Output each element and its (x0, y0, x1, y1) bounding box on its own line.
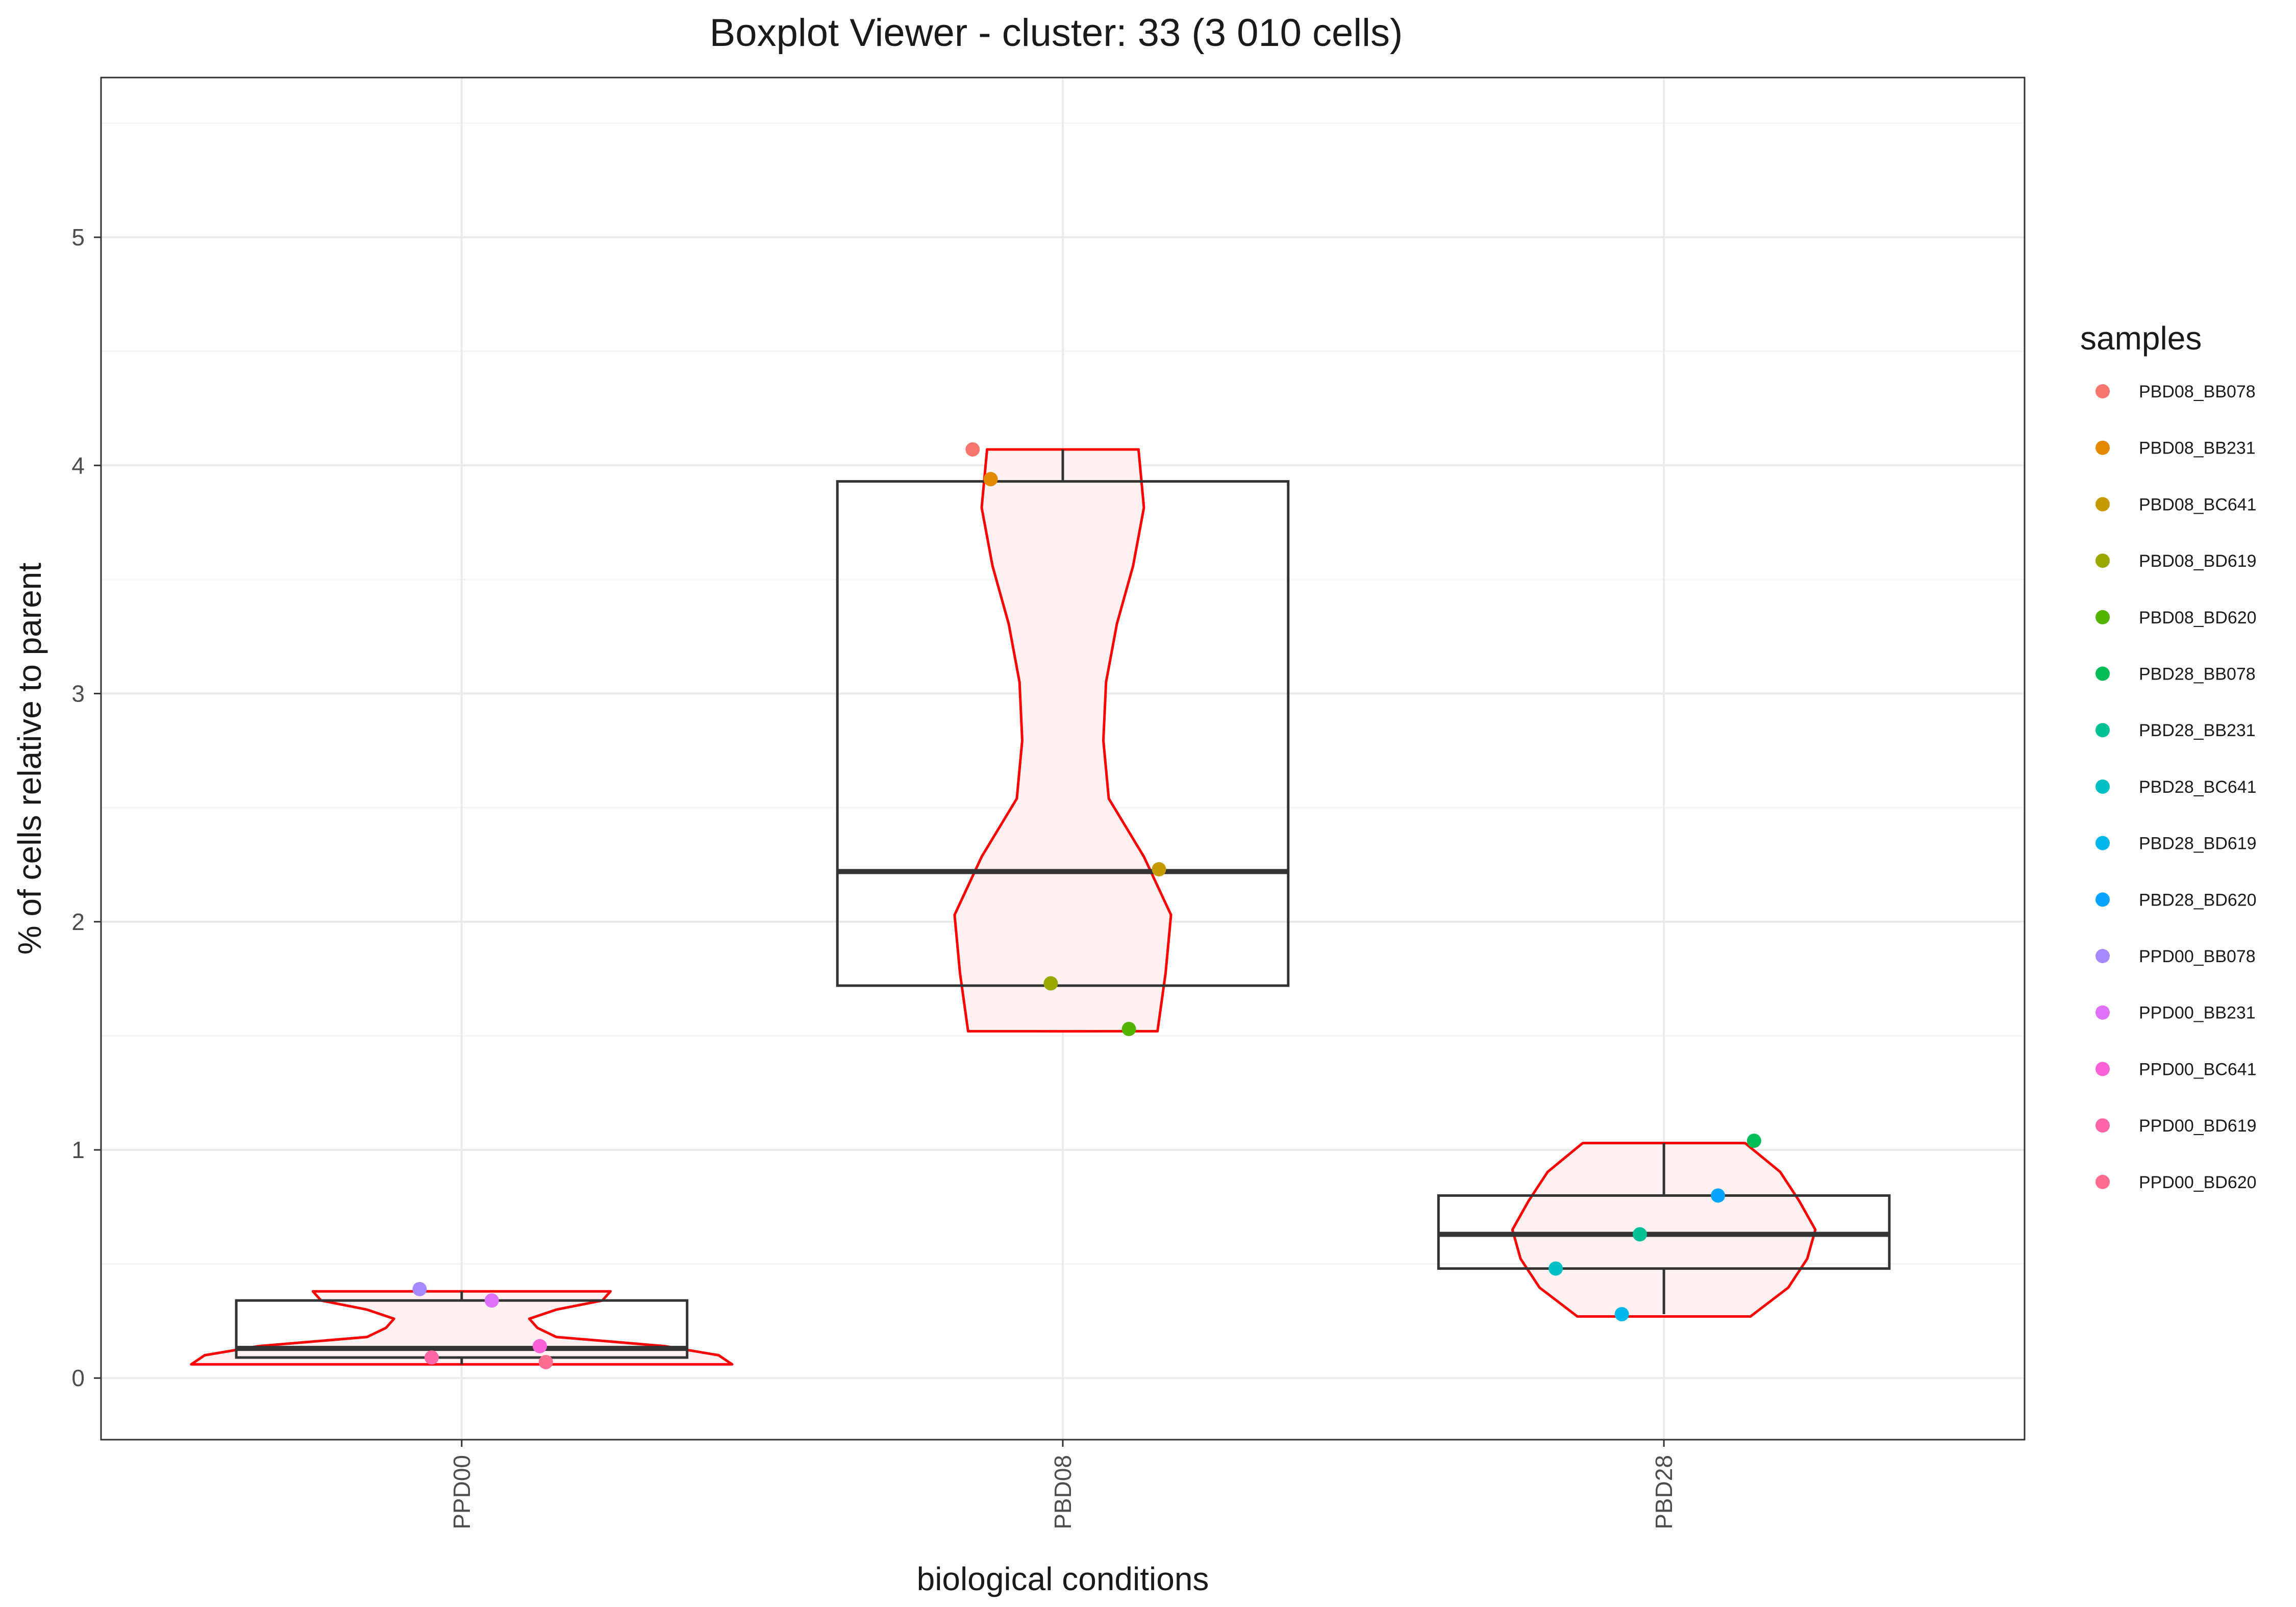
x-tick-label-PBD08: PBD08 (1050, 1455, 1076, 1529)
legend-label: PBD08_BD620 (2139, 608, 2257, 627)
point-PPD00_BD619 (424, 1350, 439, 1365)
legend-item: PPD00_BC641 (2095, 1060, 2257, 1079)
legend-key (2095, 666, 2110, 681)
legend-item: PBD08_BD619 (2095, 551, 2257, 571)
legend-label: PBD08_BB231 (2139, 439, 2256, 458)
box-PBD28 (1437, 1143, 1891, 1315)
y-axis-ticks: 0 1 2 3 4 5 (71, 224, 101, 1391)
legend-title: samples (2080, 320, 2202, 357)
y-tick-label: 0 (71, 1365, 85, 1391)
box-PBD08 (836, 449, 1290, 987)
legend-label: PPD00_BB078 (2139, 947, 2256, 966)
point-PBD08_BC641 (1152, 862, 1166, 876)
legend-key (2095, 892, 2110, 907)
legend-label: PBD28_BC641 (2139, 777, 2257, 797)
legend-item: PBD28_BD619 (2095, 834, 2257, 853)
legend-item: PPD00_BD620 (2095, 1173, 2257, 1192)
box-iqr (235, 1299, 689, 1359)
point-PPD00_BC641 (533, 1339, 547, 1353)
legend-key (2095, 1118, 2110, 1133)
legend-label: PBD08_BD619 (2139, 551, 2257, 571)
y-tick-label: 5 (71, 224, 85, 250)
x-tick-label-PBD28: PBD28 (1651, 1455, 1677, 1529)
y-tick-label: 1 (71, 1137, 85, 1163)
legend-item: PBD08_BB231 (2095, 439, 2256, 458)
legend-item: PPD00_BB078 (2095, 947, 2256, 966)
legend-item: PPD00_BD619 (2095, 1116, 2257, 1136)
x-axis-label: biological conditions (917, 1561, 1209, 1597)
point-PBD28_BC641 (1549, 1261, 1563, 1276)
point-PBD28_BD620 (1711, 1188, 1726, 1203)
legend-key (2095, 497, 2110, 512)
legend-item: PBD08_BC641 (2095, 495, 2257, 514)
chart-title: Boxplot Viewer - cluster: 33 (3 010 cell… (710, 11, 1403, 55)
legend-key (2095, 779, 2110, 794)
y-tick-label: 4 (71, 452, 85, 479)
legend-item: PBD28_BB078 (2095, 665, 2256, 684)
point-PBD28_BB078 (1746, 1134, 1761, 1148)
legend-label: PBD08_BC641 (2139, 495, 2257, 514)
box-iqr (836, 480, 1290, 987)
legend-label: PBD08_BB078 (2139, 382, 2256, 401)
box-layer (235, 449, 1891, 1365)
y-tick-label: 2 (71, 909, 85, 935)
legend-key (2095, 836, 2110, 850)
sample-points (412, 442, 1761, 1369)
x-axis-ticks: PPD00 PBD08 PBD28 (448, 1440, 1677, 1529)
legend-item: PBD28_BD620 (2095, 890, 2257, 910)
legend-label: PPD00_BB231 (2139, 1003, 2256, 1023)
legend-label: PPD00_BD620 (2139, 1173, 2257, 1192)
legend-item: PBD08_BD620 (2095, 608, 2257, 627)
legend-label: PBD28_BD619 (2139, 834, 2257, 853)
point-PPD00_BD620 (538, 1354, 553, 1369)
point-PBD28_BB231 (1633, 1227, 1647, 1242)
point-PBD28_BD619 (1614, 1307, 1629, 1322)
point-PPD00_BB231 (484, 1293, 499, 1308)
legend-item: PBD08_BB078 (2095, 382, 2256, 401)
legend-label: PBD28_BB231 (2139, 721, 2256, 740)
legend-key (2095, 1005, 2110, 1020)
legend-label: PPD00_BC641 (2139, 1060, 2257, 1079)
legend-key (2095, 1174, 2110, 1189)
point-PBD08_BB231 (983, 472, 998, 487)
legend-key (2095, 610, 2110, 624)
legend-key (2095, 554, 2110, 568)
point-PPD00_BB078 (412, 1282, 427, 1296)
point-PBD08_BB078 (965, 442, 980, 457)
x-tick-label-PPD00: PPD00 (448, 1455, 475, 1529)
legend-key (2095, 1062, 2110, 1076)
y-tick-label: 3 (71, 681, 85, 707)
legend-label: PBD28_BB078 (2139, 665, 2256, 684)
legend-item: PPD00_BB231 (2095, 1003, 2256, 1023)
legend: PBD08_BB078 PBD08_BB231 PBD08_BC641 PBD08_B… (2095, 382, 2257, 1192)
legend-key (2095, 440, 2110, 455)
point-PBD08_BD619 (1043, 976, 1058, 991)
legend-label: PPD00_BD619 (2139, 1116, 2257, 1136)
legend-key (2095, 949, 2110, 963)
legend-key (2095, 384, 2110, 398)
legend-item: PBD28_BC641 (2095, 777, 2257, 797)
legend-key (2095, 723, 2110, 738)
legend-item: PBD28_BB231 (2095, 721, 2256, 740)
box-PPD00 (235, 1291, 689, 1365)
legend-label: PBD28_BD620 (2139, 890, 2257, 910)
point-PBD08_BD620 (1121, 1021, 1136, 1036)
y-axis-label: % of cells relative to parent (11, 563, 48, 955)
